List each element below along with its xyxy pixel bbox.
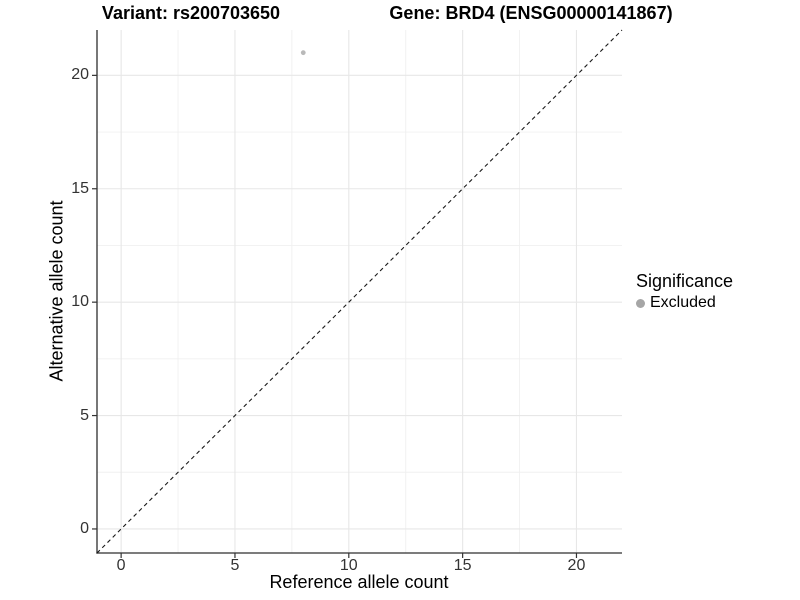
major-gridlines — [97, 30, 622, 553]
y-tick-label: 20 — [71, 66, 89, 84]
y-axis-title: Alternative allele count — [46, 200, 67, 382]
data-point — [300, 50, 306, 56]
plot-title-variant: Variant: rs200703650 — [101, 3, 281, 23]
x-tick-label: 5 — [230, 557, 240, 574]
legend-item-excluded: Excluded — [636, 294, 733, 312]
x-tick-label: 10 — [339, 557, 358, 574]
y-tick-label: 5 — [80, 406, 89, 424]
x-tick-label: 15 — [453, 557, 472, 574]
legend-item-label: Excluded — [650, 294, 716, 311]
y-tick-label: 10 — [71, 293, 89, 311]
x-axis-title: Reference allele count — [269, 572, 449, 592]
data-points — [300, 50, 306, 56]
plot-title-gene: Gene: BRD4 (ENSG00000141867) — [389, 3, 673, 23]
axis-lines — [96, 30, 622, 554]
identity-line — [96, 29, 623, 554]
y-tick-label: 15 — [71, 179, 89, 197]
excluded-point-icon — [636, 298, 645, 308]
minor-gridlines — [97, 30, 622, 553]
x-tick-label: 0 — [116, 557, 126, 574]
axis-tick-marks — [92, 74, 578, 558]
legend-title: Significance — [636, 271, 734, 291]
identity-line — [96, 29, 623, 554]
x-tick-label: 20 — [567, 557, 586, 574]
legend: Significance Excluded — [636, 271, 733, 312]
y-tick-label: 0 — [80, 519, 89, 537]
